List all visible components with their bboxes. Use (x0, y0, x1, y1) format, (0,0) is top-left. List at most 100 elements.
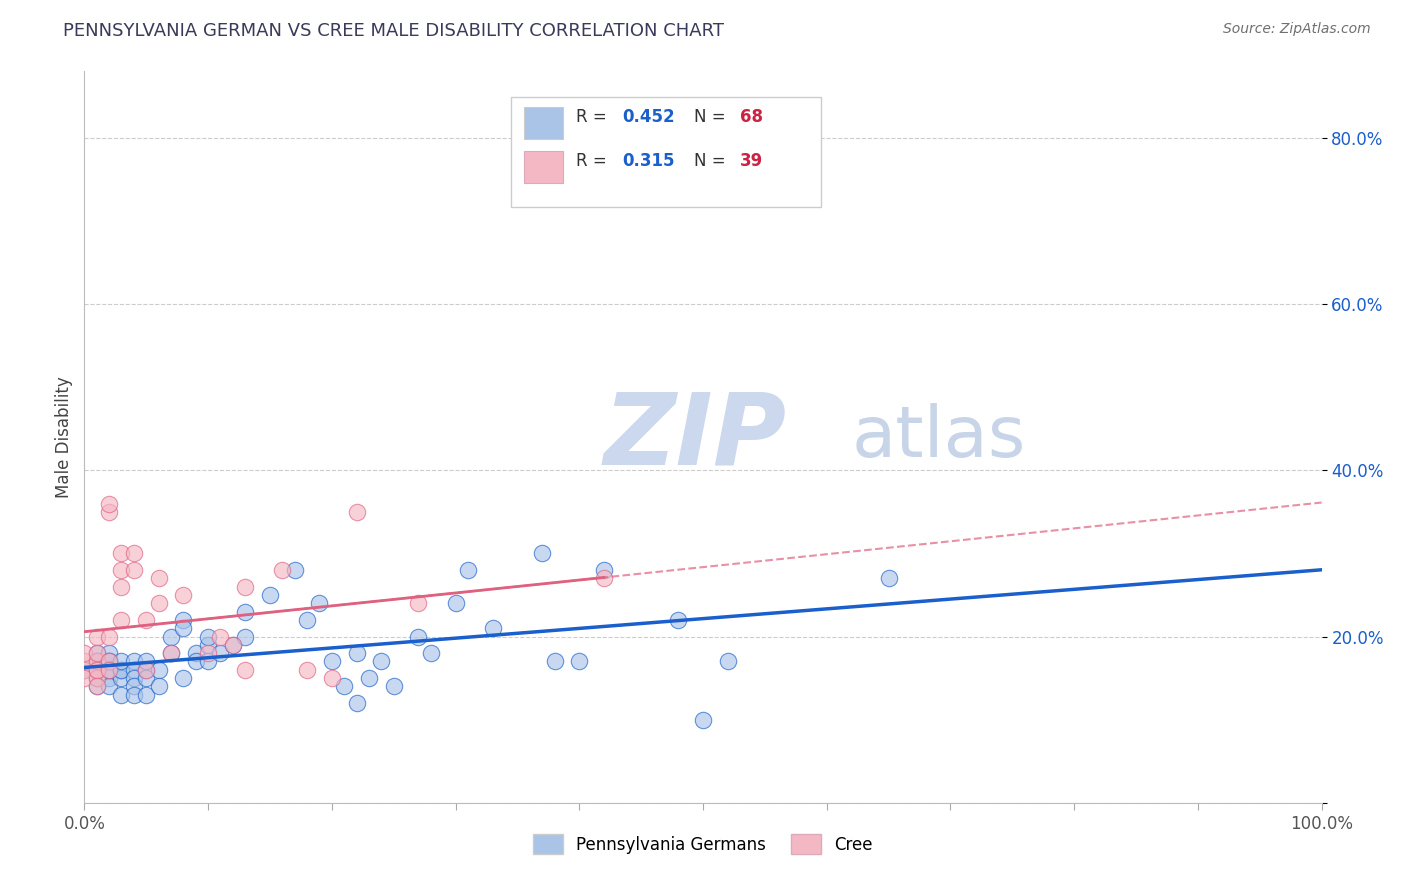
Point (717, 655, 740, 669)
Point (222, 638, 245, 652)
Point (73, 655, 96, 669)
Point (86, 671, 108, 685)
Point (233, 630, 256, 644)
Point (531, 546, 554, 560)
Point (86, 663, 108, 677)
Point (568, 655, 591, 669)
Point (160, 646, 183, 660)
Point (135, 613, 157, 627)
Point (98, 505, 121, 519)
Point (408, 630, 430, 644)
Point (148, 663, 170, 677)
Point (122, 546, 145, 560)
Point (172, 671, 194, 685)
Point (172, 621, 194, 635)
Text: 68: 68 (740, 109, 763, 127)
Point (98, 680, 121, 694)
Point (98, 671, 121, 685)
Point (110, 663, 132, 677)
Text: R =: R = (575, 109, 612, 127)
Y-axis label: Male Disability: Male Disability (55, 376, 73, 498)
Point (233, 605, 256, 619)
Point (233, 663, 256, 677)
Point (419, 646, 441, 660)
Point (135, 663, 157, 677)
Point (98, 655, 121, 669)
Point (86, 646, 108, 660)
Point (98, 663, 121, 677)
Point (271, 563, 294, 577)
Point (457, 563, 479, 577)
Point (122, 655, 145, 669)
Point (295, 613, 318, 627)
Text: R =: R = (575, 153, 612, 170)
Point (692, 713, 714, 727)
Text: 0.315: 0.315 (623, 153, 675, 170)
Point (222, 638, 245, 652)
Point (135, 655, 157, 669)
Point (877, 571, 900, 585)
Point (86, 655, 108, 669)
Point (184, 646, 207, 660)
Point (122, 688, 145, 702)
Point (122, 563, 145, 577)
Point (73, 663, 96, 677)
Point (110, 671, 132, 685)
Point (357, 671, 380, 685)
Point (110, 546, 132, 560)
Point (98, 630, 121, 644)
Point (86, 671, 108, 685)
Point (110, 663, 132, 677)
Point (86, 655, 108, 669)
Point (197, 646, 219, 660)
Point (148, 571, 170, 585)
Point (259, 588, 281, 602)
Point (86, 655, 108, 669)
Text: N =: N = (695, 109, 731, 127)
Point (209, 646, 232, 660)
Point (135, 688, 157, 702)
Point (284, 563, 307, 577)
Point (110, 613, 132, 627)
Point (110, 655, 132, 669)
Point (86, 663, 108, 677)
Point (172, 613, 194, 627)
Point (197, 638, 219, 652)
Text: N =: N = (695, 153, 731, 170)
Point (86, 663, 108, 677)
Point (86, 646, 108, 660)
FancyBboxPatch shape (523, 107, 564, 138)
Point (593, 571, 616, 585)
Point (148, 596, 170, 610)
Point (481, 621, 503, 635)
Point (135, 671, 157, 685)
Point (160, 630, 183, 644)
FancyBboxPatch shape (512, 97, 821, 207)
Point (408, 596, 430, 610)
Text: 39: 39 (740, 153, 763, 170)
Point (593, 563, 616, 577)
Point (543, 655, 565, 669)
Point (98, 663, 121, 677)
Point (666, 613, 689, 627)
Point (184, 655, 207, 669)
FancyBboxPatch shape (523, 151, 564, 183)
Point (86, 680, 108, 694)
Point (98, 663, 121, 677)
Point (98, 646, 121, 660)
Legend: Pennsylvania Germans, Cree: Pennsylvania Germans, Cree (526, 828, 880, 860)
Point (73, 671, 96, 685)
Point (148, 680, 170, 694)
Text: ZIP: ZIP (605, 389, 787, 485)
Point (209, 630, 232, 644)
Point (160, 646, 183, 660)
Point (86, 680, 108, 694)
Point (86, 630, 108, 644)
Point (233, 580, 256, 594)
Point (346, 696, 368, 710)
Point (122, 663, 145, 677)
Point (110, 688, 132, 702)
Point (346, 646, 368, 660)
Text: 0.452: 0.452 (623, 109, 675, 127)
Point (382, 680, 405, 694)
